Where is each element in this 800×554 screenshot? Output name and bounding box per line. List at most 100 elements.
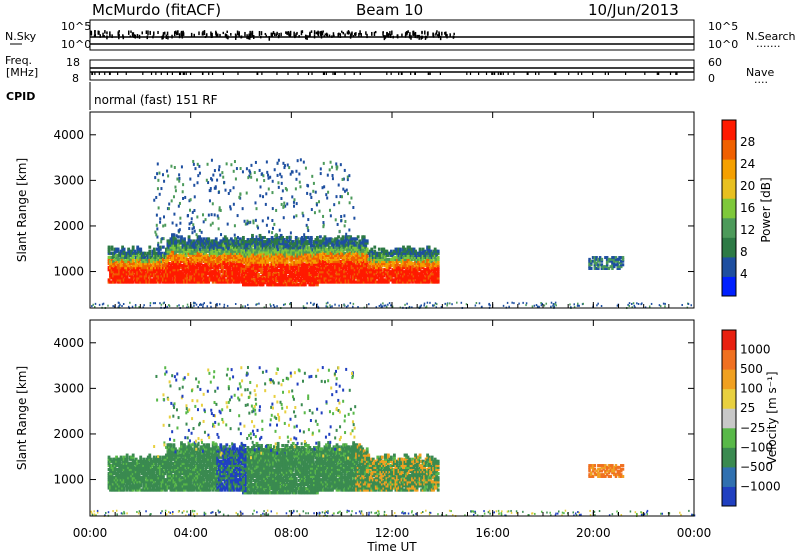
echo-cell — [644, 306, 647, 309]
echo-cell — [230, 163, 233, 167]
echo-cell — [345, 305, 348, 308]
echo-cell — [216, 214, 219, 218]
echo-cell — [591, 256, 595, 260]
echo-cell — [157, 276, 161, 280]
echo-cell — [235, 257, 239, 262]
echo-cell — [436, 251, 440, 255]
echo-cell — [134, 276, 138, 280]
echo-cell — [391, 274, 395, 278]
echo-cell — [153, 198, 156, 202]
echo-cell — [275, 250, 279, 254]
echo-cell — [552, 304, 554, 307]
echo-cell — [409, 278, 413, 282]
echo-cell — [337, 245, 340, 249]
echo-cell — [254, 254, 257, 258]
echo-cell — [166, 264, 170, 268]
echo-cell — [420, 251, 423, 255]
echo-cell — [128, 257, 132, 262]
echo-cell — [600, 257, 604, 261]
echo-cell — [164, 257, 168, 262]
echo-cell — [399, 253, 402, 257]
echo-cell — [474, 304, 477, 307]
echo-cell — [231, 259, 235, 264]
echo-cell — [435, 257, 439, 262]
echo-cell — [359, 247, 363, 251]
echo-cell — [134, 272, 138, 276]
echo-cell — [329, 268, 333, 272]
echo-cell — [278, 283, 282, 287]
echo-cell — [284, 245, 287, 249]
nsky-point — [103, 35, 106, 38]
echo-cell — [166, 243, 170, 247]
echo-cell — [272, 238, 276, 242]
echo-cell — [254, 277, 257, 281]
echo-cell — [421, 274, 425, 278]
echo-cell — [205, 266, 209, 270]
echo-cell — [293, 272, 297, 277]
echo-cell — [214, 251, 218, 255]
echo-cell — [217, 241, 221, 245]
echo-cell — [314, 252, 318, 256]
echo-cell — [210, 243, 214, 247]
echo-cell — [341, 251, 345, 255]
echo-cell — [371, 276, 375, 280]
echo-cell — [234, 251, 238, 255]
echo-cell — [418, 253, 422, 257]
echo-cell — [294, 235, 298, 240]
echo-cell — [273, 244, 277, 248]
echo-cell — [356, 243, 360, 247]
echo-cell — [125, 257, 129, 262]
echo-cell — [331, 238, 334, 242]
echo-cell — [184, 278, 188, 282]
echo-cell — [370, 251, 374, 255]
echo-cell — [196, 241, 200, 245]
echo-cell — [155, 233, 158, 237]
echo-cell — [376, 261, 380, 266]
nsky-point — [252, 35, 255, 39]
echo-cell — [109, 484, 112, 488]
echo-cell — [344, 259, 348, 264]
echo-cell — [266, 272, 269, 277]
echo-cell — [332, 245, 336, 249]
nave-tick-bottom: 0 — [708, 72, 715, 85]
echo-cell — [199, 237, 203, 241]
echo-cell — [223, 264, 227, 268]
echo-cell — [240, 247, 244, 251]
echo-cell — [133, 276, 137, 280]
echo-cell — [368, 266, 372, 270]
echo-cell — [219, 239, 223, 243]
nsky-point — [407, 30, 409, 34]
nsky-point — [130, 30, 132, 33]
echo-cell — [325, 272, 328, 276]
echo-cell — [189, 272, 192, 276]
echo-cell — [412, 251, 416, 255]
echo-cell — [187, 251, 191, 255]
echo-cell — [311, 262, 315, 266]
echo-cell — [180, 266, 183, 270]
echo-cell — [201, 241, 205, 245]
echo-cell — [201, 257, 205, 262]
echo-cell — [127, 249, 131, 253]
echo-cell — [180, 272, 183, 276]
echo-cell — [347, 261, 351, 266]
echo-cell — [127, 247, 131, 251]
echo-cell — [341, 266, 345, 270]
echo-cell — [260, 258, 263, 262]
echo-cell — [270, 281, 274, 285]
echo-cell — [305, 272, 309, 277]
echo-cell — [255, 248, 259, 252]
echo-cell — [312, 260, 316, 264]
echo-cell — [202, 264, 206, 268]
echo-cell — [219, 270, 223, 274]
echo-cell — [184, 251, 188, 255]
echo-cell — [189, 253, 192, 257]
echo-cell — [323, 243, 327, 247]
echo-cell — [386, 253, 390, 257]
echo-cell — [287, 270, 291, 275]
echo-cell — [364, 268, 368, 272]
echo-cell — [331, 280, 334, 284]
echo-cell — [417, 278, 420, 282]
nsky-point — [320, 30, 323, 36]
echo-cell — [308, 242, 312, 246]
